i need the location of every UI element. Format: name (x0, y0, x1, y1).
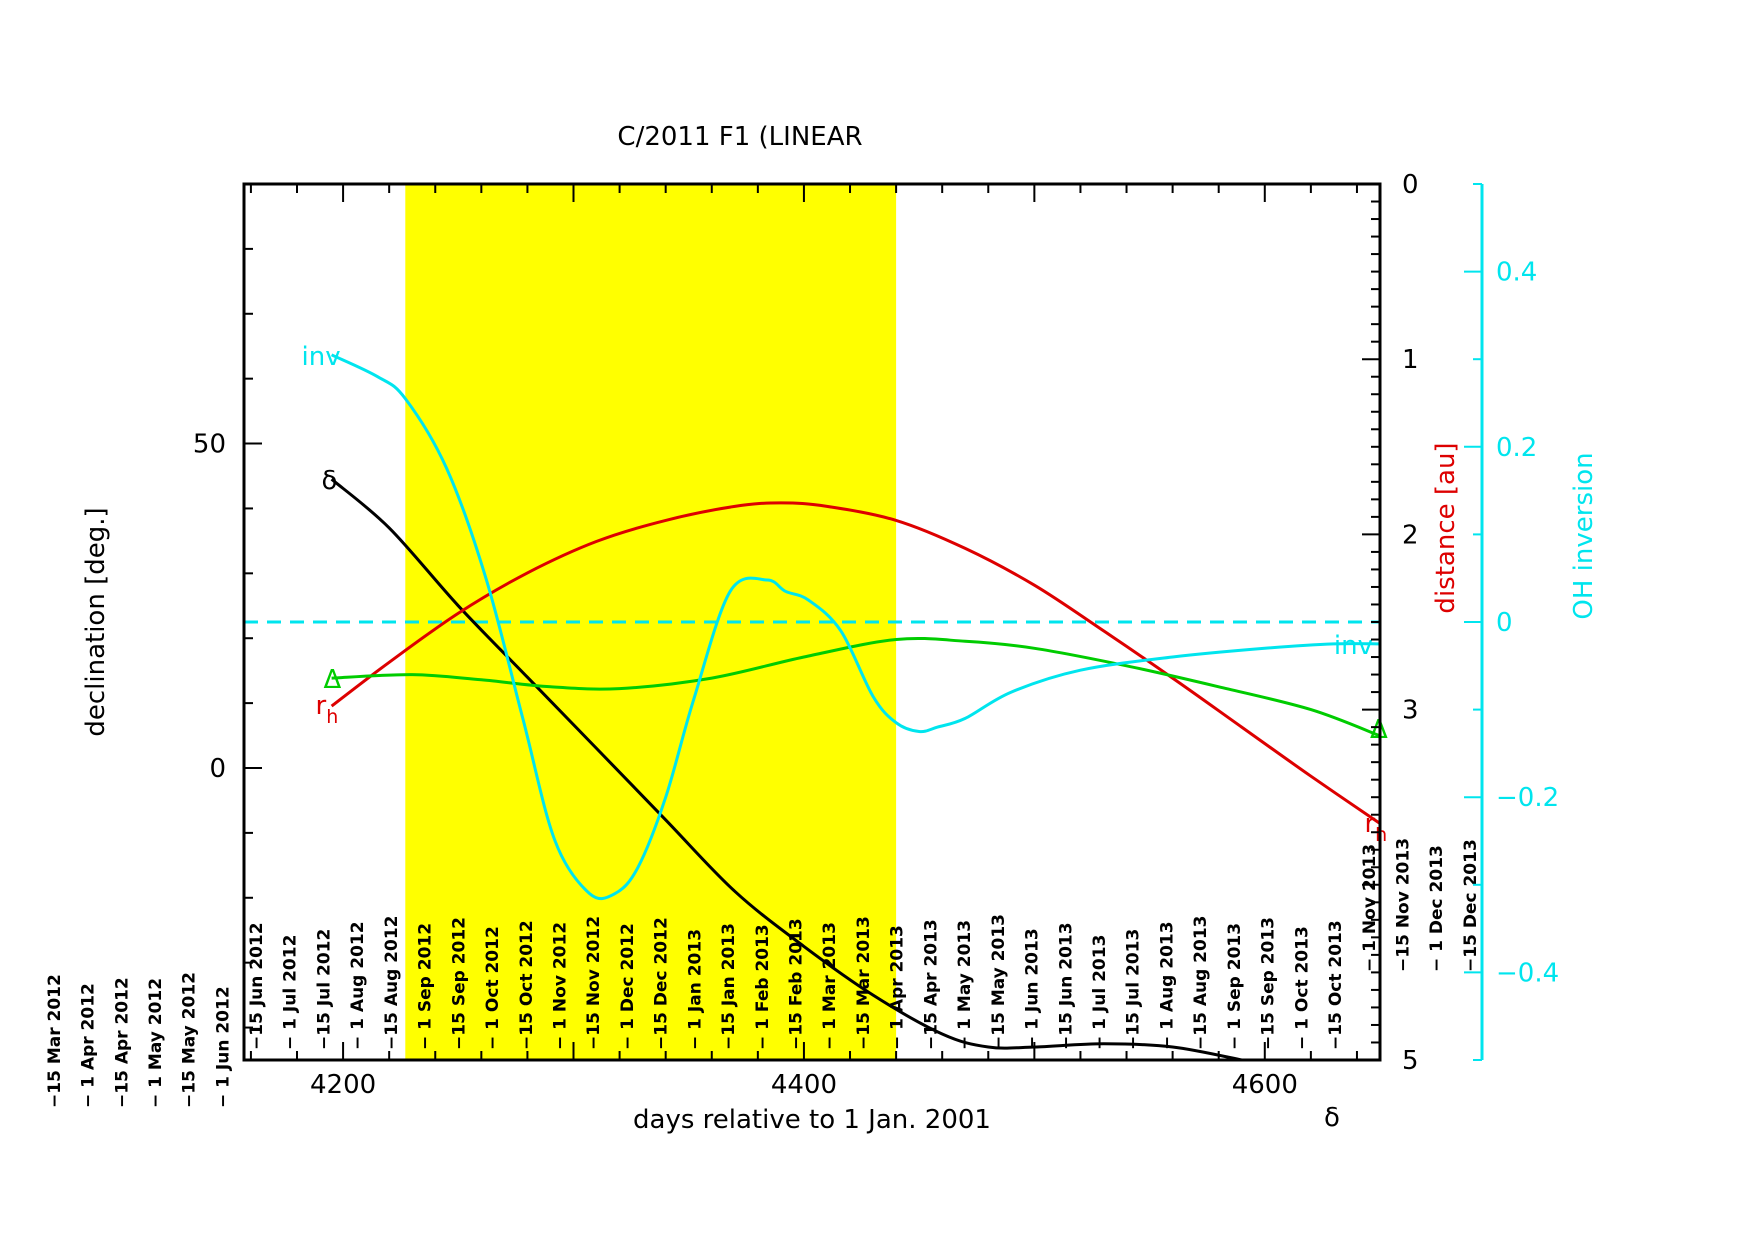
date-label: − 1 Sep 2012 (416, 923, 436, 1050)
y-tick-label-right2: 0.4 (1496, 258, 1537, 288)
y-tick-label-right2: 0.2 (1496, 433, 1537, 463)
date-label: −15 May 2012 (180, 972, 200, 1108)
date-label: − 1 May 2013 (955, 920, 975, 1050)
date-label: − 1 Oct 2013 (1292, 926, 1312, 1050)
date-label: −15 Jun 2012 (247, 922, 267, 1050)
y-tick-label-right: 2 (1402, 520, 1419, 550)
y-tick-label-right2: −0.4 (1496, 958, 1559, 988)
date-label: − 1 Jun 2013 (1023, 928, 1043, 1050)
date-label: − 1 Jan 2013 (685, 929, 705, 1050)
date-label: − 1 May 2012 (146, 978, 166, 1108)
y-tick-label-left: 50 (193, 430, 226, 460)
series-label-inv-end: inv (1334, 631, 1373, 661)
date-label: −15 Mar 2013 (854, 916, 874, 1050)
axis-labels: days relative to 1 Jan. 2001 declination … (81, 442, 1599, 1135)
date-label: − 1 Dec 2012 (618, 923, 638, 1050)
date-labels: −15 Mar 2012 − 1 Apr 2012 −15 Apr 2012 − 1 … (45, 838, 1481, 1108)
date-label: −15 Nov 2012 (584, 916, 604, 1050)
series-line (330, 501, 1381, 825)
y-tick-label-right: 3 (1402, 696, 1419, 726)
y-tick-label-right2: 0 (1496, 608, 1513, 638)
series-label-inv-start: inv (302, 342, 341, 372)
date-label: − 1 Jun 2012 (213, 986, 233, 1108)
date-label: −15 Mar 2012 (45, 974, 65, 1108)
x-tick-label: 4200 (310, 1070, 376, 1100)
date-label: −15 Dec 2013 (1461, 839, 1481, 972)
bottom-right-delta: δ (1324, 1103, 1340, 1133)
date-label: − 1 Oct 2012 (483, 926, 503, 1050)
x-axis-label: days relative to 1 Jan. 2001 (633, 1105, 991, 1135)
date-label: −15 Feb 2013 (787, 918, 807, 1050)
series-line (330, 353, 1381, 901)
date-label: − 1 Aug 2013 (1157, 921, 1177, 1050)
series-label-delta: δ (322, 466, 338, 496)
date-label: −15 Dec 2012 (652, 917, 672, 1050)
date-label: − 1 Sep 2013 (1225, 923, 1245, 1050)
series-label-delta-cap-start: Δ (324, 665, 342, 695)
date-label: − 1 Jul 2013 (1090, 935, 1110, 1050)
date-label: −15 Aug 2013 (1191, 916, 1211, 1050)
date-label: − 1 Nov 2012 (551, 922, 571, 1050)
date-label: −15 Apr 2012 (112, 977, 132, 1108)
date-label: −15 Jan 2013 (719, 923, 739, 1050)
date-label: −15 Aug 2012 (382, 916, 402, 1050)
date-label: − 1 Aug 2012 (348, 921, 368, 1050)
y-tick-label-left: 0 (209, 754, 226, 784)
date-label: −15 Oct 2013 (1326, 920, 1346, 1050)
y-axis-label-left: declination [deg.] (81, 507, 111, 736)
series-line (331, 636, 1381, 738)
series-line (330, 478, 1242, 1062)
date-label: −15 Sep 2013 (1259, 917, 1279, 1050)
axes: 4200 4400 4600 0 50 0 1 2 3 5 −0.4 −0.2 0 0.2 0.4 (193, 170, 1559, 1100)
date-label: −15 Jun 2013 (1056, 922, 1076, 1050)
date-label: −15 Oct 2012 (517, 920, 537, 1050)
date-label: −15 Jul 2013 (1124, 929, 1144, 1050)
date-label: −15 May 2013 (989, 914, 1009, 1050)
date-label: −15 Nov 2013 (1394, 838, 1414, 972)
date-label: − 1 Mar 2013 (820, 922, 840, 1050)
chart-title: C/2011 F1 (LINEAR (617, 122, 862, 152)
series-label-rh-start: rh (316, 691, 339, 728)
x-tick-label: 4400 (771, 1070, 837, 1100)
y-axis-label-right2: OH inversion (1569, 452, 1599, 619)
date-label: − 1 Nov 2013 (1360, 844, 1380, 972)
y-axis-label-right: distance [au] (1431, 442, 1461, 613)
x-tick-label: 4600 (1232, 1070, 1298, 1100)
date-label: − 1 Feb 2013 (753, 924, 773, 1050)
date-label: − 1 Dec 2013 (1427, 845, 1447, 972)
y-tick-label-right: 0 (1402, 170, 1419, 200)
date-label: −15 Sep 2012 (449, 917, 469, 1050)
y-tick-label-right2: −0.2 (1496, 783, 1559, 813)
date-label: −15 Apr 2013 (921, 919, 941, 1050)
date-label: −15 Jul 2012 (314, 929, 334, 1050)
date-label: − 1 Jul 2012 (281, 935, 301, 1050)
date-label: − 1 Apr 2012 (79, 983, 99, 1108)
y-tick-label-right: 5 (1402, 1046, 1419, 1076)
y-tick-label-right: 1 (1402, 345, 1419, 375)
date-label: − 1 Apr 2013 (888, 925, 908, 1050)
